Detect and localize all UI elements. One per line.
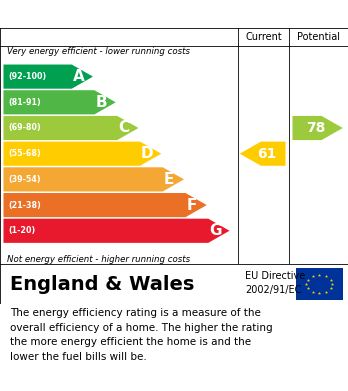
Text: (21-38): (21-38) [8, 201, 41, 210]
Text: F: F [187, 197, 197, 213]
Text: (81-91): (81-91) [8, 98, 41, 107]
Text: G: G [209, 223, 222, 238]
Text: The energy efficiency rating is a measure of the
overall efficiency of a home. T: The energy efficiency rating is a measur… [10, 308, 273, 362]
Text: (55-68): (55-68) [8, 149, 41, 158]
Text: E: E [164, 172, 174, 187]
Text: (92-100): (92-100) [8, 72, 46, 81]
Text: C: C [118, 120, 129, 136]
Polygon shape [292, 116, 343, 140]
Text: A: A [73, 69, 85, 84]
Text: 78: 78 [306, 121, 325, 135]
Text: B: B [96, 95, 107, 110]
Polygon shape [3, 142, 161, 166]
Text: (69-80): (69-80) [8, 124, 41, 133]
Text: (1-20): (1-20) [8, 226, 35, 235]
Text: England & Wales: England & Wales [10, 274, 195, 294]
Polygon shape [3, 193, 207, 217]
Text: Very energy efficient - lower running costs: Very energy efficient - lower running co… [7, 47, 190, 56]
Text: D: D [141, 146, 154, 161]
Text: Energy Efficiency Rating: Energy Efficiency Rating [10, 5, 239, 23]
Polygon shape [3, 90, 116, 115]
Text: (39-54): (39-54) [8, 175, 41, 184]
Polygon shape [3, 116, 139, 140]
Polygon shape [3, 219, 229, 243]
Text: Not energy efficient - higher running costs: Not energy efficient - higher running co… [7, 255, 190, 264]
Text: EU Directive
2002/91/EC: EU Directive 2002/91/EC [245, 271, 305, 295]
Text: 61: 61 [257, 147, 277, 161]
Bar [296, 268, 343, 300]
Text: Potential: Potential [297, 32, 340, 42]
Polygon shape [3, 65, 93, 89]
Polygon shape [240, 142, 285, 166]
Polygon shape [3, 167, 184, 192]
Text: Current: Current [245, 32, 282, 42]
